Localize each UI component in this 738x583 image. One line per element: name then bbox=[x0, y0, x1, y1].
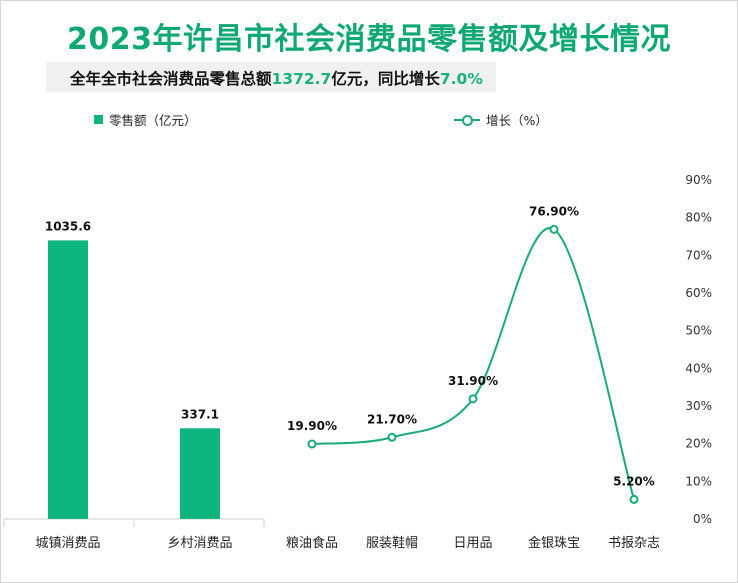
growth-value-label: 21.70% bbox=[367, 412, 417, 426]
growth-point-4 bbox=[549, 224, 559, 234]
growth-point-1 bbox=[307, 439, 317, 449]
y-tick-label: 90% bbox=[685, 173, 712, 187]
y-tick-label: 70% bbox=[685, 248, 712, 262]
legend-bar: 零售额（亿元） bbox=[94, 110, 197, 129]
bar-1 bbox=[48, 240, 88, 520]
bar-2 bbox=[180, 428, 220, 519]
growth-point-3 bbox=[468, 394, 478, 404]
legend-bar-label: 零售额（亿元） bbox=[109, 113, 197, 128]
y-tick-label: 30% bbox=[685, 399, 712, 413]
y-tick-label: 40% bbox=[685, 361, 712, 375]
y-tick-label: 80% bbox=[685, 211, 712, 225]
growth-point-2 bbox=[387, 432, 397, 442]
bar-category-label: 乡村消费品 bbox=[167, 536, 232, 551]
legend-bar-swatch bbox=[94, 115, 103, 124]
subtitle-background bbox=[46, 62, 496, 92]
y-tick-label: 20% bbox=[685, 437, 712, 451]
legend-line-swatch bbox=[454, 114, 480, 126]
line-category-label: 书报杂志 bbox=[608, 536, 660, 551]
line-category-label: 金银珠宝 bbox=[528, 535, 580, 551]
growth-line bbox=[311, 227, 635, 500]
growth-value-label: 31.90% bbox=[448, 374, 498, 388]
legend-line: 增长（%） bbox=[454, 110, 548, 129]
y-tick-label: 10% bbox=[685, 474, 712, 488]
bar-value-label: 337.1 bbox=[181, 407, 219, 421]
growth-value-label: 76.90% bbox=[529, 204, 579, 218]
y-tick-label: 60% bbox=[685, 286, 712, 300]
growth-value-label: 19.90% bbox=[287, 419, 337, 433]
growth-point-5 bbox=[629, 494, 639, 504]
line-category-label: 日用品 bbox=[453, 536, 492, 551]
chart-subtitle: 全年全市社会消费品零售总额1372.7亿元，同比增长7.0% bbox=[70, 67, 483, 89]
line-category-label: 服装鞋帽 bbox=[366, 535, 418, 551]
growth-value-label: 5.20% bbox=[613, 474, 655, 488]
subtitle-prefix: 全年全市社会消费品零售总额 bbox=[70, 70, 272, 88]
chart-title: 2023年许昌市社会消费品零售额及增长情况 bbox=[67, 22, 671, 57]
bar-value-label: 1035.6 bbox=[45, 219, 91, 233]
subtitle-mid: 亿元，同比增长 bbox=[331, 70, 440, 88]
bar-category-label: 城镇消费品 bbox=[35, 536, 100, 551]
subtitle-amount: 1372.7 bbox=[271, 70, 332, 88]
subtitle-growth: 7.0% bbox=[439, 70, 483, 88]
legend-line-label: 增长（%） bbox=[486, 113, 548, 128]
y-tick-label: 0% bbox=[693, 512, 712, 526]
line-category-label: 粮油食品 bbox=[286, 535, 338, 551]
y-tick-label: 50% bbox=[685, 324, 712, 338]
